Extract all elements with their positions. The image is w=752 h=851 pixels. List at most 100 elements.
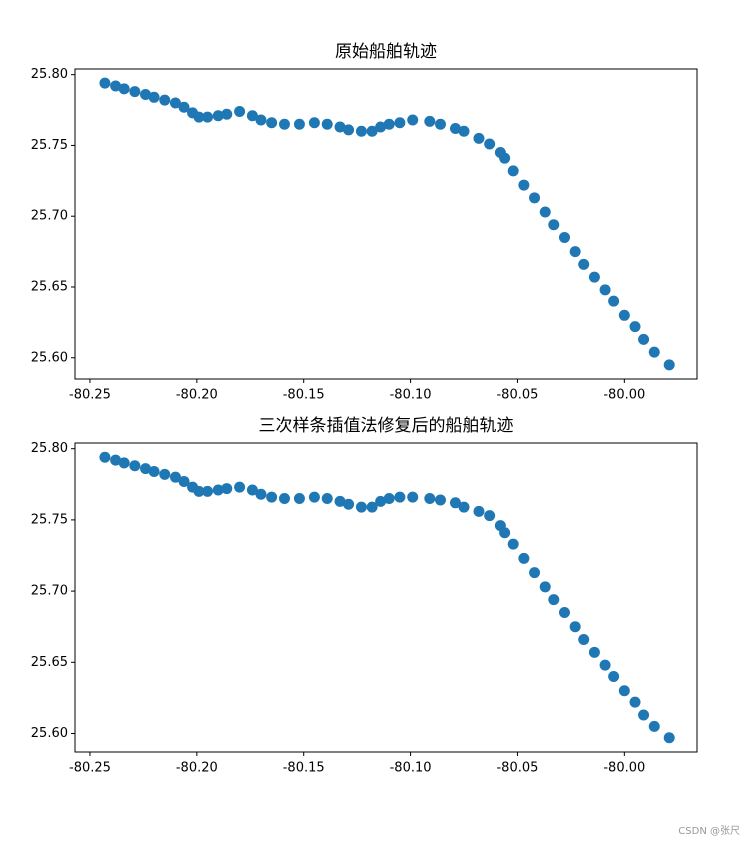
point <box>599 659 611 671</box>
point <box>99 77 111 89</box>
point <box>255 114 267 126</box>
point <box>321 493 333 505</box>
point <box>266 491 278 503</box>
point <box>148 465 160 477</box>
point <box>539 206 551 218</box>
point <box>435 118 447 130</box>
point <box>110 454 122 466</box>
point <box>499 527 511 539</box>
point <box>499 152 511 164</box>
point <box>608 295 620 307</box>
point <box>507 165 519 177</box>
point <box>458 125 470 137</box>
point <box>558 606 570 618</box>
x-tick-label: -80.20 <box>176 388 218 403</box>
point <box>383 118 395 130</box>
point <box>629 321 641 333</box>
point <box>221 108 233 120</box>
point <box>608 671 620 683</box>
point <box>212 484 224 496</box>
point <box>484 510 496 522</box>
point <box>449 122 461 134</box>
y-tick-label: 25.65 <box>31 279 68 294</box>
chart-title: 三次样条插值法修复后的船舶轨迹 <box>259 416 514 436</box>
point <box>334 495 346 507</box>
x-tick-label: -80.15 <box>283 388 325 403</box>
point <box>618 685 630 697</box>
y-tick-label: 25.80 <box>31 441 68 456</box>
point <box>588 646 600 658</box>
point <box>246 484 258 496</box>
point <box>458 501 470 513</box>
x-tick-label: -80.05 <box>496 761 538 776</box>
point <box>518 179 530 191</box>
x-tick-label: -80.10 <box>390 761 432 776</box>
point <box>548 594 560 606</box>
point <box>129 460 141 472</box>
point <box>246 110 258 122</box>
y-tick-label: 25.60 <box>31 350 68 365</box>
point <box>278 118 290 130</box>
point <box>424 493 436 505</box>
point <box>234 481 246 493</box>
point <box>435 494 447 506</box>
point <box>308 491 320 503</box>
point <box>148 91 160 103</box>
y-tick-label: 25.60 <box>31 726 68 741</box>
point <box>140 463 152 475</box>
chart-title: 原始船舶轨迹 <box>335 42 437 62</box>
point <box>118 457 130 469</box>
y-tick-label: 25.65 <box>31 655 68 670</box>
point <box>334 121 346 133</box>
point <box>366 501 378 513</box>
point <box>343 124 355 136</box>
point <box>169 471 181 483</box>
point <box>663 359 675 371</box>
point <box>569 246 581 258</box>
point <box>578 258 590 270</box>
point <box>529 567 541 579</box>
point <box>529 192 541 204</box>
x-tick-label: -80.25 <box>69 388 111 403</box>
point <box>407 491 419 503</box>
point <box>234 105 246 117</box>
x-tick-label: -80.15 <box>283 761 325 776</box>
point <box>202 111 214 123</box>
point <box>343 498 355 510</box>
point <box>293 493 305 505</box>
point <box>193 111 205 123</box>
point <box>202 485 214 497</box>
point <box>407 114 419 126</box>
point <box>648 720 660 732</box>
point <box>118 83 130 95</box>
point <box>558 231 570 243</box>
x-tick-label: -80.25 <box>69 761 111 776</box>
point <box>569 621 581 633</box>
point <box>484 138 496 150</box>
point <box>375 495 387 507</box>
point <box>178 101 190 113</box>
point <box>663 732 675 744</box>
watermark: CSDN @张尺 <box>678 825 740 837</box>
point <box>449 497 461 509</box>
point <box>255 488 267 500</box>
y-tick-label: 25.70 <box>31 209 68 224</box>
point <box>618 309 630 321</box>
point <box>507 538 519 550</box>
axes-frame <box>74 68 698 380</box>
axes-frame <box>74 442 698 753</box>
point <box>140 88 152 100</box>
y-tick-label: 25.75 <box>31 138 68 153</box>
x-tick-label: -80.10 <box>390 388 432 403</box>
point <box>473 505 485 517</box>
y-tick-label: 25.80 <box>31 67 68 82</box>
point <box>394 491 406 503</box>
point <box>159 468 171 480</box>
point <box>178 475 190 487</box>
point <box>110 80 122 92</box>
y-tick-label: 25.70 <box>31 584 68 599</box>
point <box>308 117 320 129</box>
point <box>193 485 205 497</box>
point <box>548 219 560 231</box>
